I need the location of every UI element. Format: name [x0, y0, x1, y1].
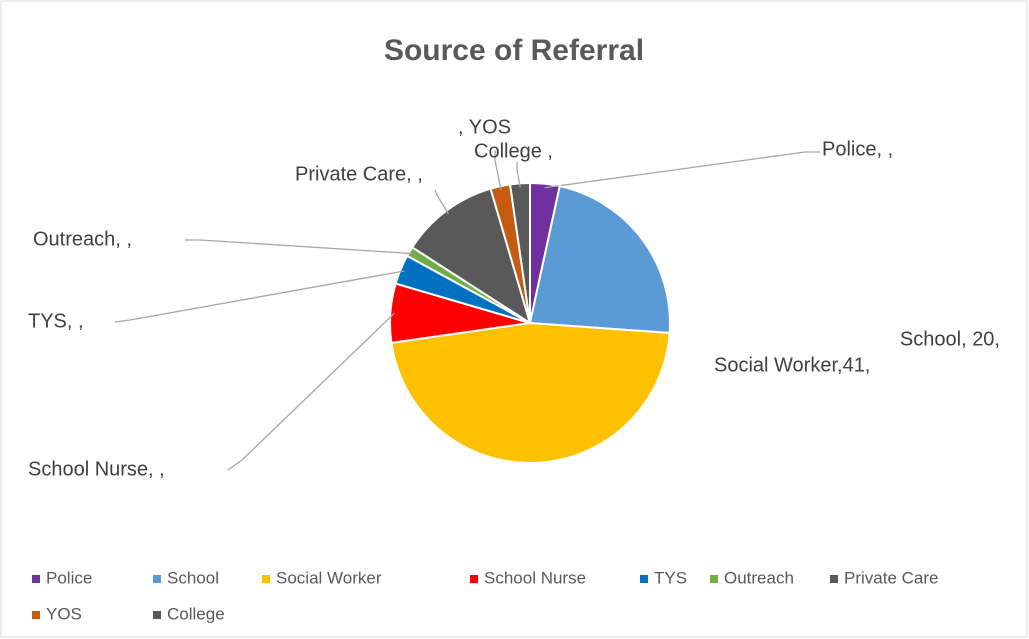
data-label: , YOS — [458, 116, 511, 138]
leader-line — [185, 239, 414, 255]
leader-line — [227, 312, 395, 471]
legend-label: Police — [46, 568, 92, 587]
data-label: School, 20, — [900, 328, 1000, 350]
legend-label: School — [167, 568, 219, 587]
leader-line — [544, 151, 820, 189]
pie-slice — [390, 321, 671, 464]
legend-label: YOS — [46, 604, 82, 623]
legend-swatch — [640, 575, 648, 583]
pie-slice — [528, 185, 671, 335]
data-label: Police, , — [822, 138, 893, 160]
legend-label: Outreach — [724, 568, 794, 587]
legend-swatch — [830, 575, 838, 583]
data-label: TYS, , — [28, 310, 84, 332]
legend-label: TYS — [654, 568, 687, 587]
legend-swatch — [153, 611, 161, 619]
leader-line — [516, 162, 521, 188]
leader-line — [114, 270, 405, 323]
data-label: School Nurse, , — [28, 458, 165, 480]
legend-swatch — [710, 575, 718, 583]
data-label: Outreach, , — [33, 228, 132, 250]
data-label: College , — [474, 140, 553, 162]
legend-swatch — [262, 575, 270, 583]
legend-swatch — [470, 575, 478, 583]
leader-line — [434, 189, 450, 215]
legend-label: School Nurse — [484, 568, 586, 587]
legend-swatch — [153, 575, 161, 583]
data-label: Social Worker,41, — [714, 354, 870, 376]
legend-label: Social Worker — [276, 568, 382, 587]
legend-label: Private Care — [844, 568, 938, 587]
chart-title: Source of Referral — [384, 34, 644, 67]
legend-swatch — [32, 575, 40, 583]
leader-line — [494, 150, 502, 191]
legend-label: College — [167, 604, 225, 623]
legend-swatch — [32, 611, 40, 619]
data-label: Private Care, , — [295, 163, 423, 185]
